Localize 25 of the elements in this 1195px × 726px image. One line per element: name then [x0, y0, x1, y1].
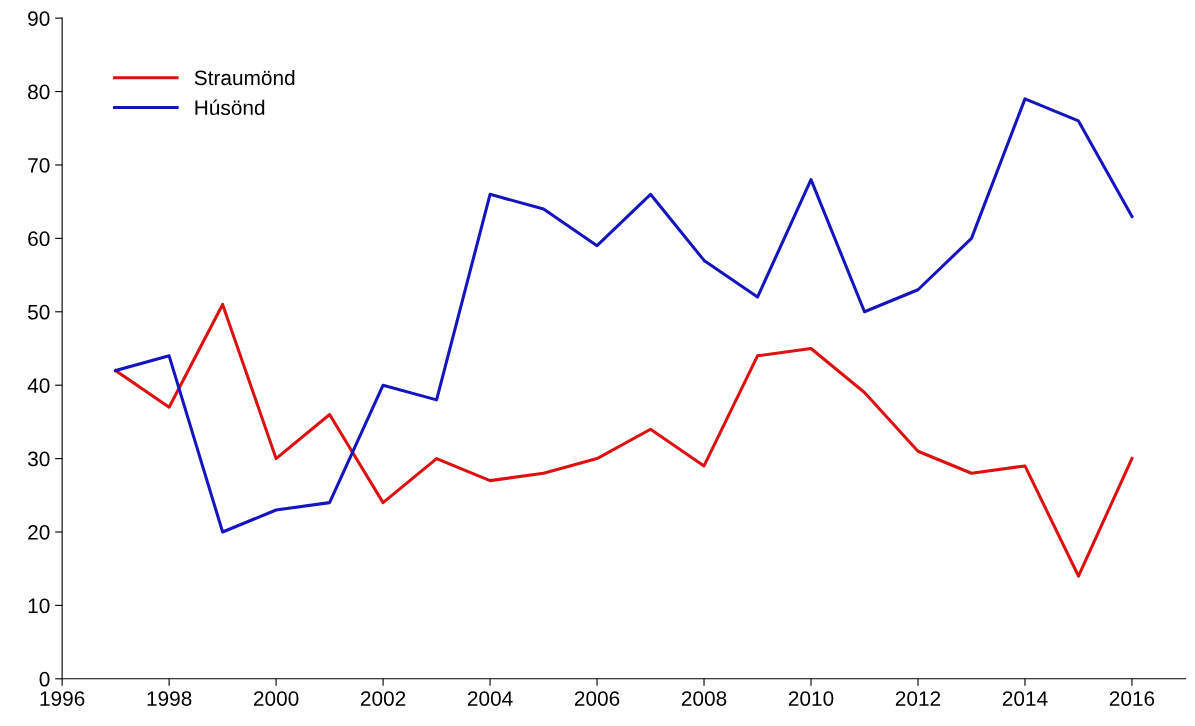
x-tick-label: 2006	[574, 691, 620, 706]
y-tick-label: 20	[28, 525, 50, 540]
y-tick-label: 90	[28, 11, 50, 26]
legend-label: Straumönd	[194, 69, 295, 86]
x-tick-label: 1996	[40, 691, 85, 706]
y-tick-label: 0	[39, 671, 50, 687]
x-tick-label: 2008	[681, 691, 727, 706]
x-tick-label: 2012	[895, 691, 941, 706]
y-tick-label: 30	[27, 451, 50, 467]
legend-label: Húsönd	[195, 99, 265, 116]
y-tick-label: 60	[28, 231, 50, 247]
y-tick-label: 10	[28, 598, 50, 614]
y-tick-label: 70	[28, 157, 50, 173]
y-tick-label: 50	[28, 304, 50, 320]
x-tick-label: 2004	[467, 691, 513, 706]
x-tick-label: 2010	[788, 691, 834, 706]
x-tick-label: 2014	[1002, 691, 1048, 706]
line-series	[114, 302, 1134, 578]
x-tick-label: 1998	[147, 691, 192, 706]
x-tick-label: 2016	[1109, 691, 1155, 706]
y-tick-label: 80	[28, 84, 50, 100]
line-series	[114, 97, 1134, 534]
x-tick-label: 2000	[253, 691, 299, 706]
x-tick-label: 2002	[360, 691, 406, 706]
y-tick-label: 40	[27, 378, 50, 393]
